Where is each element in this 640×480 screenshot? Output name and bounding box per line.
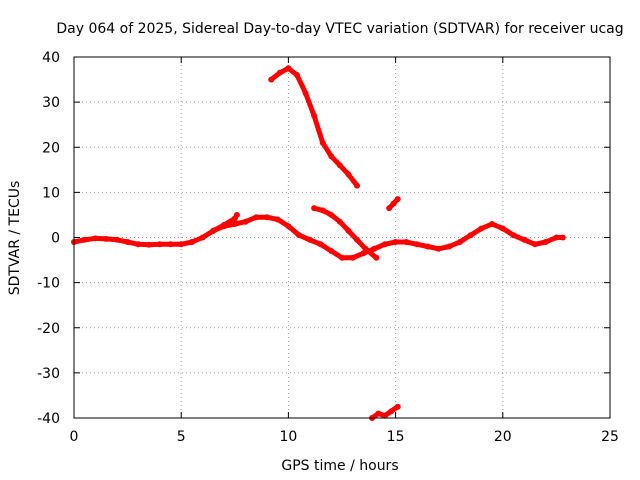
series-high-arc xyxy=(268,65,360,189)
data-point xyxy=(553,234,560,241)
data-point xyxy=(210,227,217,234)
data-point xyxy=(328,248,335,255)
y-axis-title: SDTVAR / TECUs xyxy=(7,181,23,296)
data-point xyxy=(371,245,378,252)
data-point xyxy=(403,239,410,246)
data-point xyxy=(336,218,343,225)
y-tick-label: 30 xyxy=(42,95,60,111)
data-point xyxy=(328,153,335,160)
data-point xyxy=(135,241,142,248)
data-point xyxy=(319,207,326,214)
data-point xyxy=(188,239,195,246)
grid-lines xyxy=(74,57,610,418)
data-point xyxy=(559,234,566,241)
data-point xyxy=(467,232,474,239)
data-point xyxy=(499,225,506,232)
data-point xyxy=(221,221,228,228)
data-point xyxy=(354,236,361,243)
data-point xyxy=(113,236,120,243)
chart-title: Day 064 of 2025, Sidereal Day-to-day VTE… xyxy=(56,21,623,37)
data-point xyxy=(339,254,345,261)
y-tick-label: 0 xyxy=(51,231,60,247)
data-point xyxy=(328,211,335,218)
y-tick-label: -10 xyxy=(37,276,60,292)
data-point xyxy=(317,241,324,248)
y-tick-label: 40 xyxy=(42,50,60,66)
data-point xyxy=(381,241,388,248)
data-point xyxy=(231,220,238,227)
data-point xyxy=(349,254,356,261)
data-point xyxy=(156,241,163,248)
data-point xyxy=(146,241,153,248)
data-point xyxy=(92,235,99,242)
data-point xyxy=(345,171,352,178)
data-point xyxy=(388,408,395,415)
data-point xyxy=(81,236,88,243)
data-point xyxy=(199,234,206,241)
y-tick-label: -40 xyxy=(37,411,60,427)
x-axis-title: GPS time / hours xyxy=(281,458,398,474)
data-point xyxy=(274,216,281,223)
data-point xyxy=(253,214,260,221)
data-point xyxy=(394,196,401,203)
axis-ticks: 0 5 10 15 20 25 -40 -30 -20 -10 0 10 20 30 40 xyxy=(37,50,619,445)
data-point xyxy=(285,223,292,230)
x-tick-label: 25 xyxy=(601,429,619,445)
data-point xyxy=(362,245,369,252)
data-points xyxy=(71,65,566,421)
data-point xyxy=(311,205,318,212)
data-point xyxy=(446,243,453,250)
data-point xyxy=(424,243,431,250)
data-point xyxy=(285,65,292,72)
data-point xyxy=(390,200,397,207)
data-point xyxy=(178,241,185,248)
data-point xyxy=(542,239,549,246)
data-point xyxy=(302,90,309,97)
data-point xyxy=(319,139,326,146)
data-point xyxy=(167,241,174,248)
data-point xyxy=(478,225,485,232)
x-tick-label: 0 xyxy=(70,429,79,445)
data-point xyxy=(103,235,110,242)
y-tick-label: -20 xyxy=(37,321,60,337)
x-tick-label: 15 xyxy=(387,429,405,445)
data-point xyxy=(381,412,388,419)
data-point xyxy=(124,239,131,246)
data-point xyxy=(521,236,528,243)
data-point xyxy=(268,76,275,83)
data-point xyxy=(345,227,352,234)
x-tick-label: 10 xyxy=(279,429,297,445)
data-point xyxy=(242,218,249,225)
y-tick-label: 20 xyxy=(42,140,60,156)
y-tick-label: 10 xyxy=(42,185,60,201)
data-point xyxy=(306,236,313,243)
data-point xyxy=(392,239,399,246)
data-point xyxy=(296,232,303,239)
data-point xyxy=(489,220,496,227)
data-point xyxy=(373,254,380,261)
y-tick-label: -30 xyxy=(37,366,60,382)
data-point xyxy=(386,205,393,212)
data-point xyxy=(510,232,517,239)
data-point xyxy=(456,239,463,246)
data-point xyxy=(263,214,270,221)
data-point xyxy=(394,403,401,410)
x-tick-label: 5 xyxy=(177,429,186,445)
data-point xyxy=(375,410,382,417)
x-tick-label: 20 xyxy=(494,429,512,445)
data-point xyxy=(293,72,300,79)
data-point xyxy=(354,182,361,189)
data-point xyxy=(336,162,343,169)
data-point xyxy=(531,241,538,248)
data-point xyxy=(233,211,240,218)
data-point xyxy=(276,69,283,76)
data-point xyxy=(311,112,318,119)
data-point xyxy=(435,245,442,252)
data-point xyxy=(360,250,367,257)
data-point xyxy=(414,241,421,248)
